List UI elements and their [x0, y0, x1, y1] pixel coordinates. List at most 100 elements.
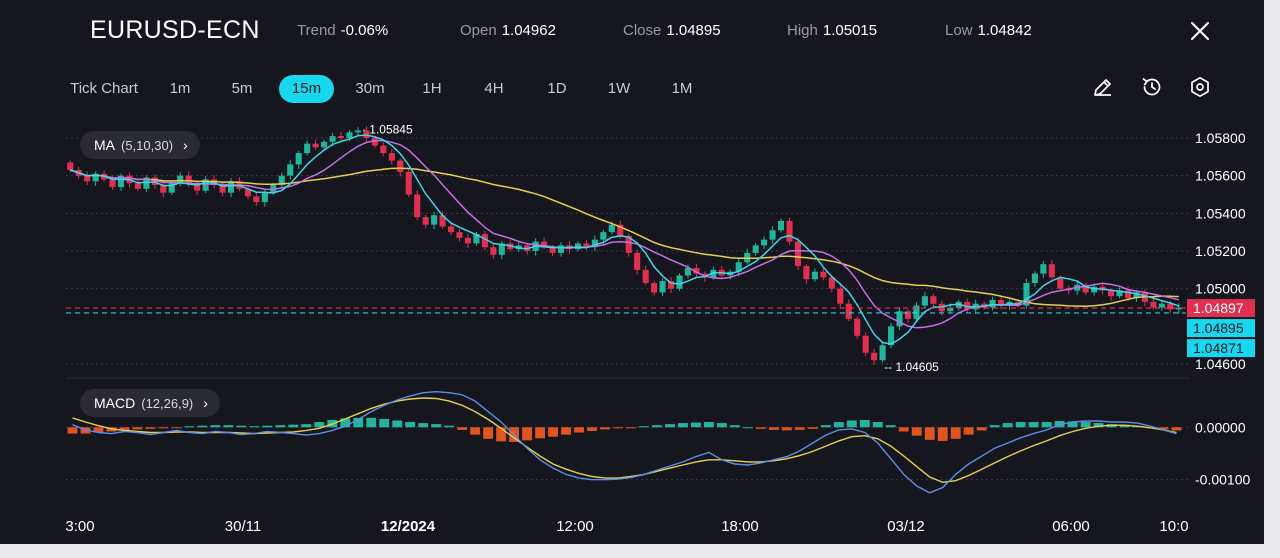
macd-histogram-bar	[457, 427, 468, 430]
candle	[168, 183, 175, 193]
candle	[67, 162, 74, 171]
macd-histogram-bar	[963, 427, 974, 435]
candle	[447, 226, 455, 233]
candle	[769, 230, 776, 240]
tab-tick-chart[interactable]: Tick Chart	[70, 80, 138, 97]
candle	[617, 224, 624, 236]
macd-histogram-bar	[574, 427, 584, 433]
macd-histogram-bar	[483, 427, 494, 439]
candle	[828, 277, 835, 289]
ma-indicator-button[interactable]: MA (5,10,30) ›	[80, 131, 200, 159]
macd-histogram-bar	[639, 426, 649, 428]
settings-icon[interactable]	[1188, 75, 1212, 99]
candle	[1057, 277, 1064, 289]
macd-histogram-bar	[820, 425, 831, 428]
macd-histogram-bar	[1171, 427, 1182, 431]
macd-histogram-bar	[340, 418, 351, 428]
candle	[109, 179, 116, 187]
candle	[202, 179, 209, 191]
macd-histogram-bar	[288, 424, 299, 428]
macd-histogram-bar	[236, 425, 247, 428]
candle	[921, 296, 928, 306]
price-chart[interactable]: 1.05800 1.05600 1.05400 1.05200 1.05000 1.046…	[0, 112, 1264, 544]
candle	[439, 215, 446, 227]
pencil-icon[interactable]	[1091, 75, 1115, 99]
y-tick-label: 0.00000	[1195, 419, 1246, 435]
candle	[583, 243, 590, 248]
tab-5m[interactable]: 5m	[231, 80, 253, 97]
macd-histogram-bar	[1158, 427, 1169, 430]
tab-15m[interactable]: 15m	[279, 75, 334, 103]
candle	[1082, 284, 1089, 293]
tab-4h[interactable]: 4H	[484, 80, 504, 97]
y-tick-label: 1.05400	[1195, 205, 1246, 221]
macd-histogram-bar	[1028, 422, 1039, 428]
tab-1mo[interactable]: 1M	[671, 80, 693, 97]
stat-close: Close 1.04895	[623, 22, 721, 39]
stat-low: Low 1.04842	[945, 22, 1032, 39]
macd-histogram-bar	[67, 427, 78, 434]
macd-histogram-bar	[742, 427, 753, 429]
candle	[591, 239, 598, 248]
tab-1h[interactable]: 1H	[422, 80, 442, 97]
macd-histogram-bar	[846, 420, 857, 428]
macd-indicator-button[interactable]: MACD (12,26,9) ›	[80, 389, 220, 417]
candle	[481, 234, 488, 248]
candle	[676, 275, 683, 289]
candle	[1108, 290, 1115, 297]
candle	[1048, 264, 1055, 278]
y-tick-label: 1.04600	[1195, 356, 1246, 372]
candle	[854, 318, 861, 336]
candle	[1167, 303, 1174, 310]
macd-histogram-bar	[1002, 423, 1013, 428]
candle	[1150, 301, 1157, 308]
candle	[1040, 264, 1047, 274]
candle	[634, 252, 641, 270]
candle	[608, 224, 615, 233]
candle	[295, 153, 302, 165]
tab-1w[interactable]: 1W	[607, 80, 631, 97]
candle	[177, 175, 184, 184]
macd-histogram-bar	[119, 427, 130, 431]
x-tick-label: 3:00	[65, 518, 94, 535]
chevron-right-icon: ›	[183, 137, 188, 153]
macd-histogram-bar	[794, 427, 805, 430]
macd-histogram-bar	[132, 427, 143, 430]
candle	[913, 305, 920, 319]
close-icon[interactable]	[1188, 19, 1212, 43]
price-tag-label: 1.04897	[1193, 300, 1244, 316]
candle	[752, 245, 759, 253]
candle	[930, 296, 937, 304]
candle	[304, 143, 311, 154]
candle	[998, 299, 1005, 306]
candle	[684, 267, 692, 276]
macd-histogram-bar	[885, 425, 896, 428]
stat-label: Trend	[297, 22, 336, 39]
candle	[659, 281, 666, 293]
candle	[879, 345, 886, 361]
macd-histogram-bar	[859, 419, 870, 428]
candle	[329, 136, 336, 142]
candle	[92, 173, 99, 182]
candle	[380, 145, 387, 154]
candle	[371, 138, 378, 146]
tab-30m[interactable]: 30m	[355, 80, 385, 97]
macd-histogram-bar	[950, 427, 961, 439]
max-price-label: · 1.05845	[362, 123, 413, 137]
min-price-label: -- 1.04605	[884, 360, 939, 374]
ma30-line	[69, 167, 1179, 307]
ma5-line	[69, 134, 1180, 345]
candle	[947, 307, 954, 312]
candle	[896, 311, 903, 327]
candle	[761, 239, 768, 246]
candle	[904, 311, 912, 319]
macd-histogram-bar	[405, 422, 416, 428]
tab-1m[interactable]: 1m	[169, 80, 191, 97]
macd-histogram-bar	[781, 427, 792, 431]
candle	[278, 175, 285, 186]
macd-histogram-bar	[1080, 422, 1091, 428]
history-icon[interactable]	[1140, 75, 1164, 99]
tab-1d[interactable]: 1D	[547, 80, 567, 97]
candle	[244, 188, 251, 197]
macd-histogram-bar	[223, 425, 234, 428]
